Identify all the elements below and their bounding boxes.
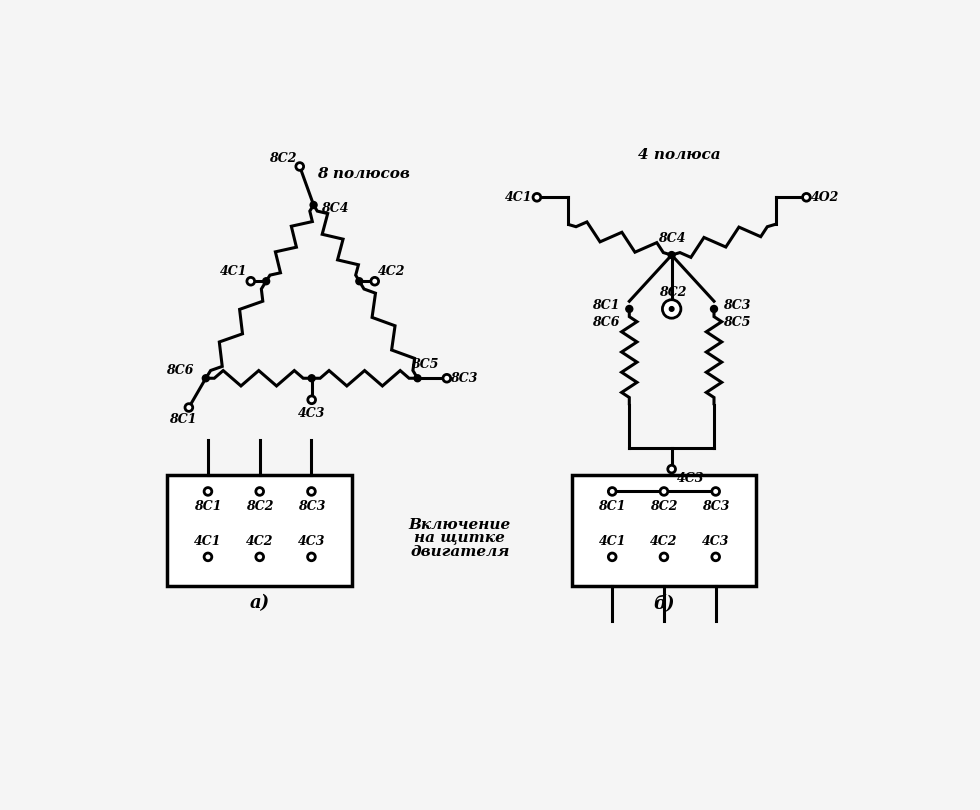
Text: Включение: Включение <box>409 518 511 531</box>
Text: 8С3: 8С3 <box>450 372 477 385</box>
Text: 8С5: 8С5 <box>723 317 751 330</box>
Text: на щитке: на щитке <box>415 531 506 545</box>
Text: б): б) <box>654 594 674 612</box>
Text: 8 полюсов: 8 полюсов <box>318 167 410 181</box>
Circle shape <box>308 396 316 403</box>
Circle shape <box>204 488 212 495</box>
Circle shape <box>533 194 541 201</box>
Circle shape <box>308 375 316 382</box>
Text: 4С3: 4С3 <box>298 535 325 548</box>
Text: 4О2: 4О2 <box>810 191 839 204</box>
Circle shape <box>669 307 674 311</box>
Text: 4С2: 4С2 <box>650 535 678 548</box>
Text: 8С3: 8С3 <box>723 299 751 312</box>
Text: 8С1: 8С1 <box>593 299 620 312</box>
Circle shape <box>662 300 681 318</box>
Text: 4С3: 4С3 <box>702 535 729 548</box>
Text: 4С1: 4С1 <box>220 266 248 279</box>
Circle shape <box>626 305 633 313</box>
Text: 8С1: 8С1 <box>169 412 196 425</box>
Text: 4С1: 4С1 <box>505 191 532 204</box>
Bar <box>571 475 757 586</box>
Circle shape <box>710 305 717 313</box>
Text: 8С4: 8С4 <box>658 232 685 245</box>
Circle shape <box>310 202 318 208</box>
Text: двигателя: двигателя <box>411 545 510 559</box>
Text: 4 полюса: 4 полюса <box>638 148 720 162</box>
Circle shape <box>308 488 316 495</box>
Text: а): а) <box>250 594 270 612</box>
Text: 8С3: 8С3 <box>298 501 325 514</box>
Circle shape <box>204 553 212 561</box>
Circle shape <box>247 277 255 285</box>
Text: 4С3: 4С3 <box>677 472 705 485</box>
Circle shape <box>803 194 810 201</box>
Circle shape <box>711 488 719 495</box>
Text: 8С1: 8С1 <box>194 501 221 514</box>
Circle shape <box>661 553 667 561</box>
Circle shape <box>356 278 363 284</box>
Circle shape <box>415 375 421 382</box>
Circle shape <box>296 163 304 170</box>
Text: 8С6: 8С6 <box>593 317 620 330</box>
Circle shape <box>661 488 667 495</box>
Text: 8С2: 8С2 <box>650 501 678 514</box>
Bar <box>168 475 352 586</box>
Text: 4С2: 4С2 <box>246 535 273 548</box>
Text: 8С6: 8С6 <box>166 364 193 377</box>
Circle shape <box>256 553 264 561</box>
Circle shape <box>202 375 210 382</box>
Circle shape <box>256 488 264 495</box>
Circle shape <box>609 488 616 495</box>
Text: 8С5: 8С5 <box>412 358 439 371</box>
Circle shape <box>668 252 675 258</box>
Text: 4С2: 4С2 <box>378 266 406 279</box>
Text: 8С3: 8С3 <box>702 501 729 514</box>
Text: 4С1: 4С1 <box>194 535 221 548</box>
Circle shape <box>667 465 675 473</box>
Circle shape <box>609 553 616 561</box>
Circle shape <box>443 374 451 382</box>
Text: 8С2: 8С2 <box>246 501 273 514</box>
Text: 4С3: 4С3 <box>298 407 325 420</box>
Text: 4С1: 4С1 <box>599 535 626 548</box>
Circle shape <box>711 553 719 561</box>
Text: 8С1: 8С1 <box>599 501 626 514</box>
Circle shape <box>370 277 378 285</box>
Text: 8С2: 8С2 <box>660 285 687 299</box>
Circle shape <box>185 403 193 411</box>
Text: 8С2: 8С2 <box>270 152 297 165</box>
Circle shape <box>308 553 316 561</box>
Text: 8С4: 8С4 <box>321 202 349 215</box>
Circle shape <box>263 278 270 284</box>
